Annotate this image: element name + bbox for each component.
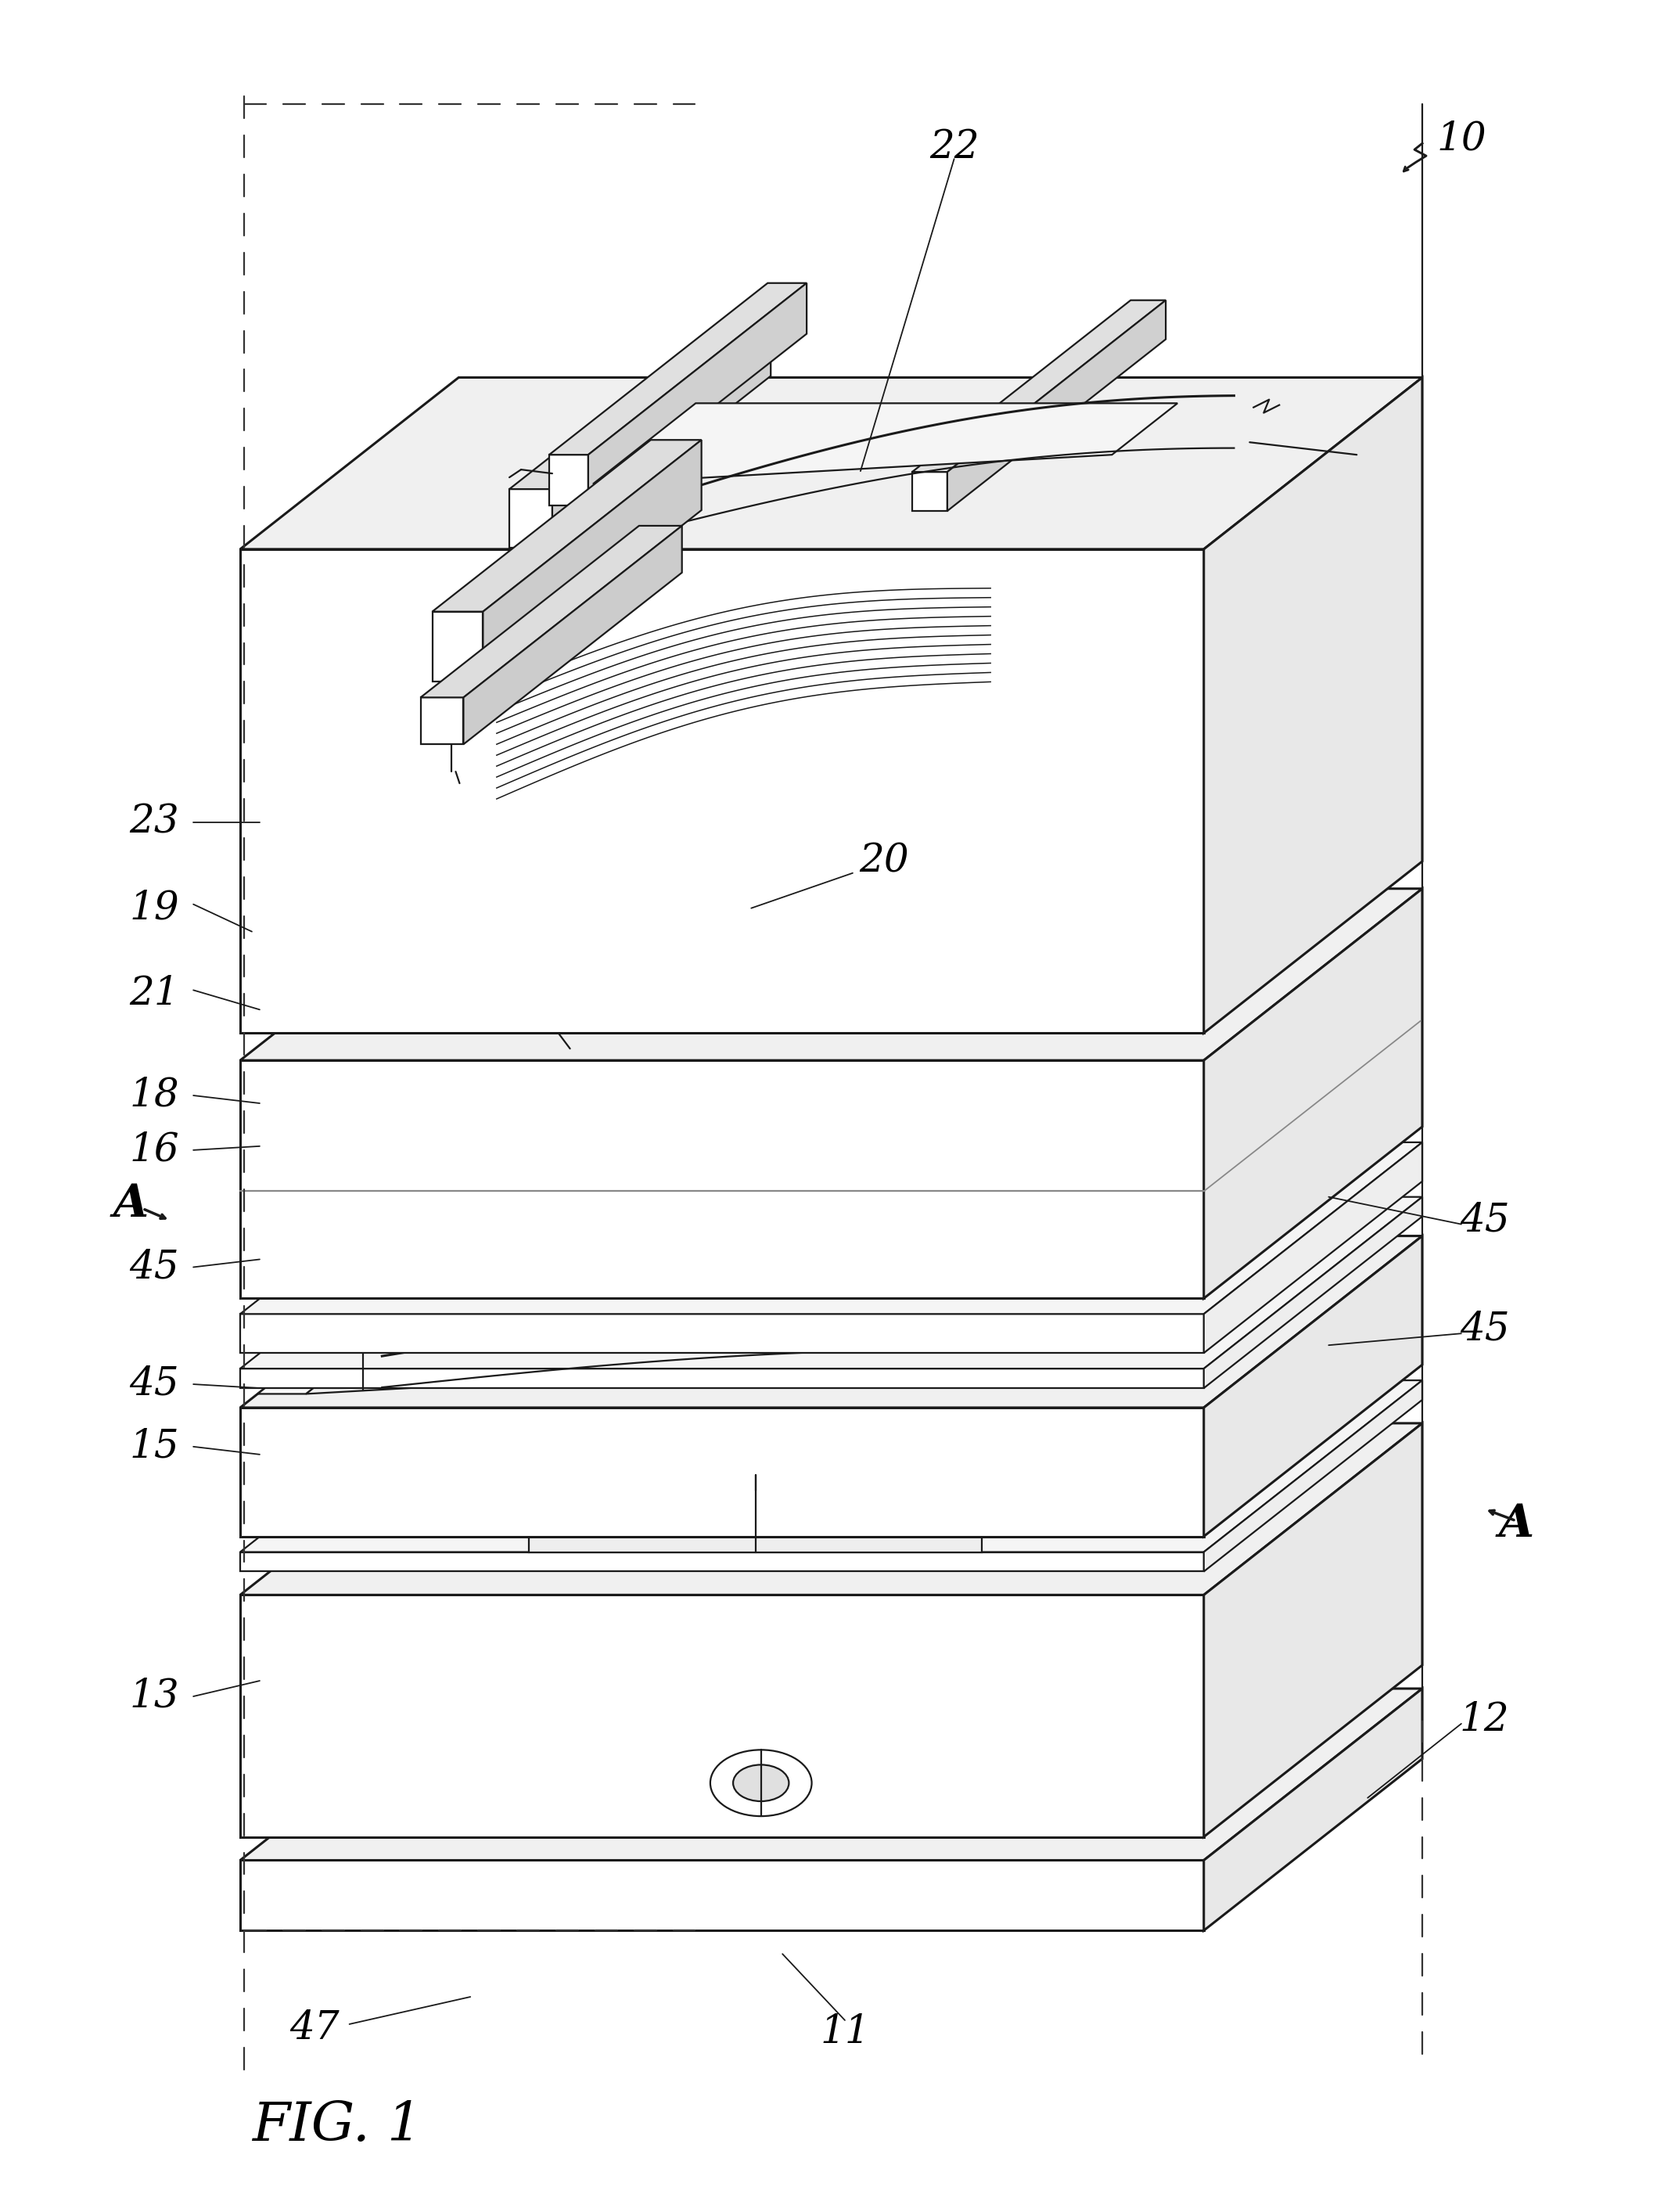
Text: 45: 45 — [130, 1365, 180, 1405]
Polygon shape — [912, 301, 1166, 471]
Text: 47: 47 — [290, 2008, 339, 2048]
Text: A: A — [113, 1183, 148, 1228]
Polygon shape — [240, 889, 1423, 1060]
Polygon shape — [549, 283, 807, 456]
Polygon shape — [258, 1323, 398, 1394]
Polygon shape — [240, 1060, 1203, 1298]
Polygon shape — [1203, 1237, 1423, 1537]
Polygon shape — [1203, 889, 1423, 1298]
Text: 19: 19 — [130, 889, 180, 927]
Polygon shape — [587, 283, 807, 507]
Text: 45: 45 — [1459, 1310, 1509, 1349]
Polygon shape — [1203, 1141, 1423, 1354]
Text: 15: 15 — [130, 1427, 180, 1467]
Polygon shape — [912, 471, 947, 511]
Polygon shape — [433, 440, 702, 611]
Text: 20: 20 — [859, 843, 909, 880]
Polygon shape — [549, 456, 587, 507]
Polygon shape — [240, 1422, 1423, 1595]
Ellipse shape — [711, 1750, 812, 1816]
Polygon shape — [240, 549, 1203, 1033]
Text: 45: 45 — [130, 1248, 180, 1287]
Polygon shape — [433, 611, 483, 681]
Polygon shape — [1203, 378, 1423, 1033]
Text: 10: 10 — [1436, 119, 1486, 159]
Text: 16: 16 — [130, 1130, 180, 1170]
Text: 23: 23 — [130, 803, 180, 843]
Ellipse shape — [734, 1765, 789, 1801]
Polygon shape — [552, 316, 770, 549]
Polygon shape — [509, 489, 552, 549]
Polygon shape — [1203, 1688, 1423, 1931]
Polygon shape — [509, 316, 770, 489]
Polygon shape — [240, 1860, 1203, 1931]
Polygon shape — [240, 378, 1423, 549]
Polygon shape — [592, 403, 1178, 484]
Polygon shape — [240, 1237, 1423, 1407]
Polygon shape — [1203, 1197, 1423, 1389]
Text: 18: 18 — [130, 1075, 180, 1115]
Polygon shape — [947, 301, 1166, 511]
Polygon shape — [240, 1314, 1203, 1354]
Polygon shape — [240, 1141, 1423, 1314]
Polygon shape — [458, 1449, 1035, 1568]
Polygon shape — [240, 1380, 1423, 1553]
Text: 13: 13 — [130, 1677, 180, 1717]
Polygon shape — [240, 1407, 1203, 1537]
Polygon shape — [240, 1595, 1203, 1836]
Polygon shape — [529, 1475, 982, 1553]
Polygon shape — [483, 440, 702, 681]
Text: 12: 12 — [1459, 1701, 1509, 1739]
Text: A: A — [1498, 1502, 1534, 1546]
Polygon shape — [306, 1254, 1256, 1394]
Polygon shape — [421, 697, 464, 743]
Polygon shape — [1203, 1422, 1423, 1836]
Polygon shape — [240, 1688, 1423, 1860]
Text: 21: 21 — [130, 975, 180, 1013]
Polygon shape — [1203, 1380, 1423, 1571]
Text: FIG. 1: FIG. 1 — [251, 2099, 421, 2152]
Polygon shape — [240, 1369, 1203, 1389]
Polygon shape — [464, 526, 682, 743]
Text: 11: 11 — [820, 2013, 870, 2051]
Text: 22: 22 — [929, 128, 978, 166]
Polygon shape — [240, 1197, 1423, 1369]
Polygon shape — [421, 526, 682, 697]
Polygon shape — [240, 1553, 1203, 1571]
Text: 45: 45 — [1459, 1201, 1509, 1239]
